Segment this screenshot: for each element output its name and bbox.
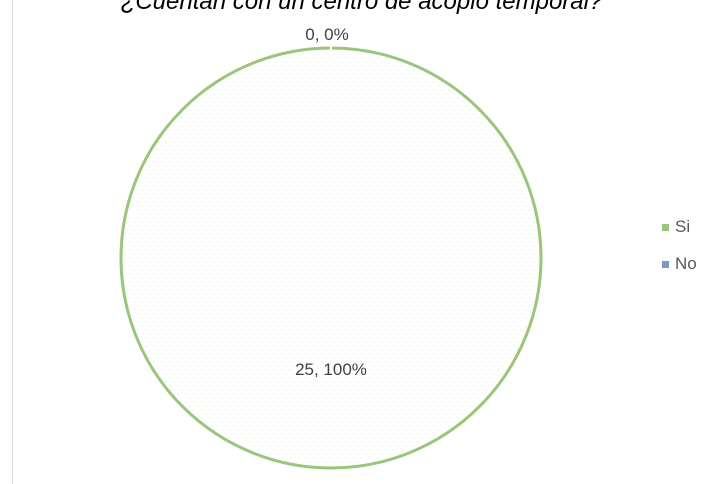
legend-label-si: Si [675, 217, 691, 236]
data-labels: 25, 100% 0, 0% [295, 25, 367, 379]
legend-item-si: Si [662, 215, 697, 239]
legend-swatch-no [662, 260, 669, 268]
data-label-no: 0, 0% [305, 25, 348, 44]
pie-slice-si [119, 46, 543, 470]
legend-swatch-si [662, 223, 669, 231]
legend-label-no: No [675, 254, 697, 273]
legend-item-no: No [662, 252, 697, 276]
data-label-si: 25, 100% [295, 360, 367, 379]
legend: Si No [662, 215, 697, 289]
chart-frame [12, 0, 723, 484]
pie-slices [119, 46, 543, 470]
chart-title: ¿Cuentan con un centro de acopio tempora… [120, 0, 603, 15]
